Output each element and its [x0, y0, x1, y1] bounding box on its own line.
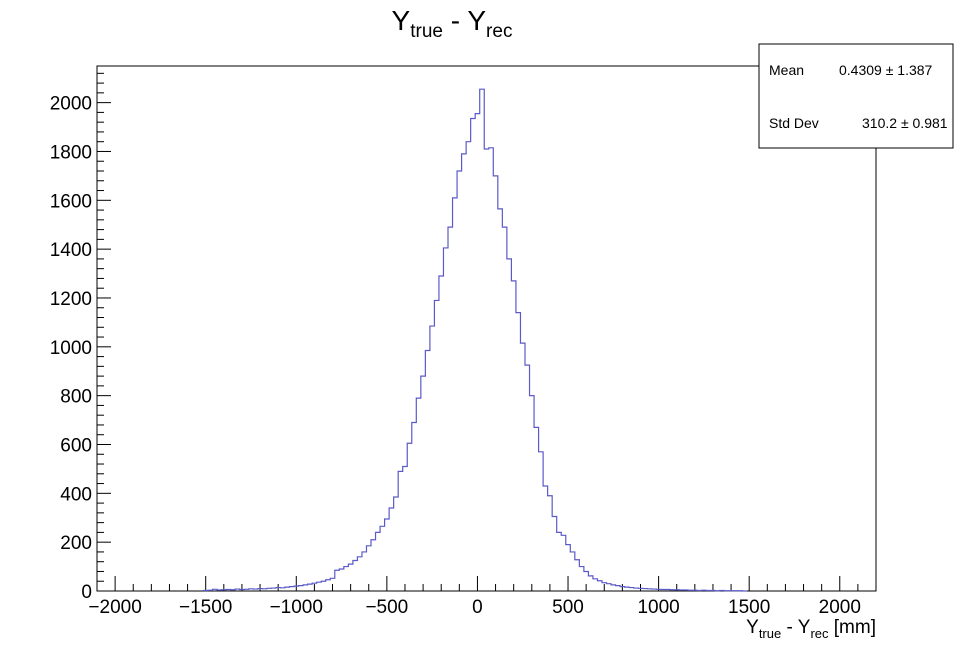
x-tick-label: 0: [472, 597, 483, 618]
histogram-line: [202, 88, 747, 592]
y-tick-label: 0: [81, 582, 92, 603]
x-tick-label: 1000: [637, 597, 679, 618]
y-tick-label: 600: [60, 435, 92, 456]
stats-stddev-label: Std Dev: [769, 115, 819, 131]
stats-box-frame: [758, 43, 954, 149]
y-tick-label: 200: [60, 533, 92, 554]
x-tick-label: −1500: [179, 597, 232, 618]
x-tick-label: −1000: [270, 597, 323, 618]
x-tick-label: −2000: [88, 597, 141, 618]
x-tick-label: −500: [365, 597, 408, 618]
y-tick-label: 1400: [50, 240, 92, 261]
y-tick-label: 400: [60, 484, 92, 505]
y-tick-label: 2000: [50, 94, 92, 115]
stats-box: Mean 0.4309 ± 1.387 Std Dev 310.2 ± 0.98…: [758, 43, 954, 149]
y-tick-label: 1600: [50, 191, 92, 212]
x-tick-label: 2000: [819, 597, 861, 618]
stats-mean-label: Mean: [769, 62, 804, 78]
x-axis-title: Ytrue - Yrec [mm]: [746, 617, 876, 641]
x-tick-label: 1500: [728, 597, 770, 618]
tick-labels: 0 200 400 600 800 1000 1200 1400 1600 1800 2000 −20…: [50, 94, 861, 618]
stats-mean-value: 0.4309 ± 1.387: [839, 62, 933, 78]
y-tick-label: 800: [60, 387, 92, 408]
y-tick-label: 1800: [50, 142, 92, 163]
stats-stddev-value: 310.2 ± 0.981: [862, 115, 948, 131]
axis-ticks: [96, 72, 877, 592]
x-tick-label: 500: [552, 597, 584, 618]
y-tick-label: 1200: [50, 289, 92, 310]
y-tick-label: 1000: [50, 338, 92, 359]
chart-title: Ytrue - Yrec: [392, 5, 513, 42]
plot-frame: [96, 65, 877, 592]
